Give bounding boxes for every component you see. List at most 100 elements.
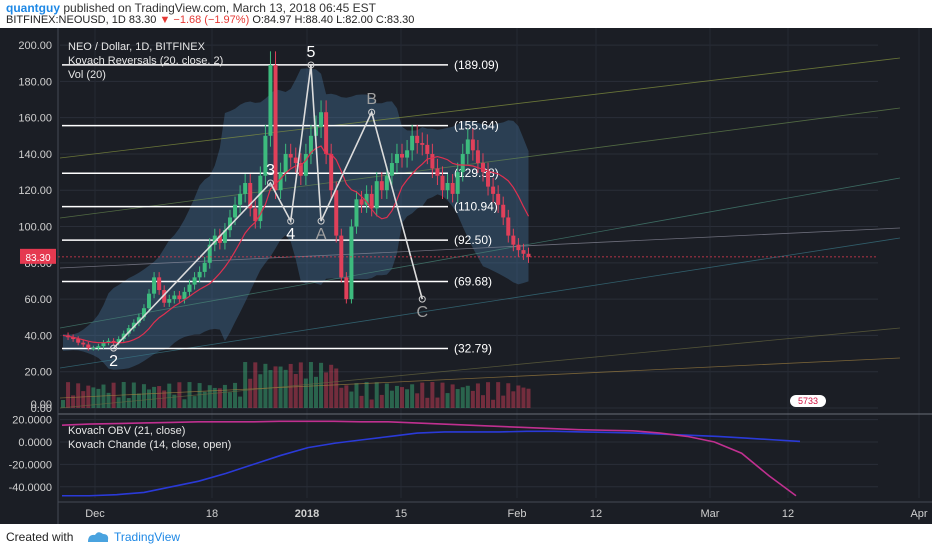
time-tick-label: 2018 (295, 508, 319, 520)
candle-body (400, 153, 405, 158)
candle-body (273, 65, 278, 191)
wave-label: 5 (306, 44, 315, 61)
osc-tick-label: 0.0000 (18, 437, 52, 449)
volume-bar (359, 395, 364, 408)
candle-body (374, 181, 379, 209)
volume-bar (227, 392, 232, 408)
candle-body (258, 175, 263, 222)
candle-body (162, 290, 167, 303)
candle-body (354, 199, 359, 227)
volume-bar (415, 393, 420, 408)
published-text: published on TradingView.com, March 13, … (63, 1, 376, 15)
last-price: 83.30 (128, 14, 157, 26)
volume-bar (167, 383, 172, 408)
volume-bar (233, 382, 238, 408)
elliott-wave: 2 3 4 5 A B C (109, 44, 428, 370)
candle-body (207, 244, 212, 263)
wave-point (266, 179, 274, 187)
volume-bar (470, 390, 475, 408)
candle-body (521, 250, 526, 254)
candle-body (480, 163, 485, 173)
candle-body (202, 262, 207, 272)
trend-line (59, 177, 901, 329)
created-with-label: Created with (6, 530, 74, 544)
volume-bar (410, 384, 415, 408)
volume-bar (152, 386, 157, 408)
candle-body (384, 175, 389, 191)
candle-body (440, 175, 445, 191)
candle-body (136, 317, 141, 323)
volume-bar (460, 387, 465, 408)
time-tick-label: 15 (395, 508, 407, 520)
wave-point (368, 108, 376, 116)
candle-body (344, 277, 349, 300)
volume-bar (506, 383, 511, 408)
last-price-tag (20, 248, 56, 264)
volume-bar (475, 383, 480, 408)
candle-body (116, 339, 121, 343)
volume-bar (66, 382, 71, 408)
candle-body (182, 291, 187, 300)
price-chart-svg[interactable]: (189.09) (155.64) (129.38) (110.94) (92.50) (… (0, 28, 932, 524)
volume-bar (61, 400, 65, 408)
volume-bar (344, 385, 349, 408)
legend-chande: Kovach Chande (14, close, open) (68, 439, 231, 451)
candle-body (157, 277, 162, 291)
wave-label: 2 (109, 353, 118, 370)
volume-bar (465, 385, 470, 408)
volume-bar (141, 384, 146, 408)
volume-bar (222, 384, 227, 408)
wave-point (287, 217, 295, 225)
chart-area[interactable]: (189.09) (155.64) (129.38) (110.94) (92.50) (… (0, 28, 932, 524)
wave-point (307, 61, 315, 69)
volume-bar (283, 369, 288, 408)
candle-body (222, 230, 227, 243)
volume-bar (293, 374, 298, 408)
tradingview-brand-link[interactable]: TradingView (114, 530, 181, 544)
volume-bar (182, 399, 187, 408)
candle-body (192, 277, 197, 285)
candle-body (303, 153, 308, 176)
wave-label: B (366, 91, 377, 108)
candle-body (106, 340, 111, 343)
high-value: H:88.40 (294, 14, 334, 26)
volume-bar (329, 364, 334, 408)
price-change: −1.68 (−1.97%) (173, 14, 250, 26)
volume-bar (430, 382, 435, 408)
wave-label: A (316, 226, 327, 243)
osc-series-line (61, 420, 797, 497)
candle-body (227, 217, 232, 231)
candle-body (526, 253, 531, 257)
candle-body (329, 153, 334, 191)
candle-body (506, 217, 511, 236)
volume-bar (511, 391, 516, 408)
time-tick-label: Dec (85, 508, 105, 520)
candle-body (283, 153, 288, 173)
candle-body (147, 293, 152, 309)
volume-bar (192, 396, 197, 408)
volume-bar (131, 382, 136, 408)
volume-bar (248, 378, 253, 408)
candle-body (445, 182, 450, 191)
volume-bar (157, 386, 162, 408)
price-tick-label: 160.00 (18, 113, 52, 125)
candle-body (470, 139, 475, 151)
candle-body (496, 193, 501, 205)
moving-average (62, 145, 530, 344)
volume-bar (450, 384, 455, 408)
footer: Created with TradingView (0, 524, 932, 550)
volume-bar (243, 362, 248, 408)
candle-body (288, 153, 293, 158)
time-tick-label: 18 (206, 508, 218, 520)
tradingview-logo-icon[interactable] (86, 530, 110, 549)
wave-path (113, 64, 424, 349)
wave-label: 4 (286, 226, 295, 243)
author-link[interactable]: quantguy (6, 1, 60, 15)
volume-bar (217, 388, 222, 408)
volume-value-badge (790, 395, 826, 407)
volume-bar (501, 395, 506, 408)
volume-bar (384, 383, 389, 408)
volume-bar (147, 389, 152, 408)
volume-bar (394, 385, 399, 408)
candle-body (415, 135, 420, 144)
